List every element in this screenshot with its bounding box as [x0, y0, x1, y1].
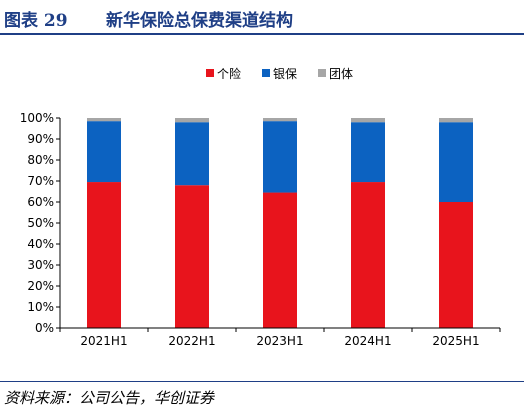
bar-segment	[263, 118, 297, 122]
bar-segment	[175, 185, 209, 328]
source-note: 资料来源：公司公告，华创证券	[4, 389, 215, 407]
y-tick-label: 90%	[27, 132, 54, 146]
header-rule	[0, 33, 524, 35]
y-tick-label: 60%	[27, 195, 54, 209]
bar-segment	[439, 202, 473, 328]
y-tick-label: 30%	[27, 258, 54, 272]
x-tick-label: 2024H1	[344, 334, 391, 348]
stacked-bar-chart: 0% 10% 20% 30% 40% 50% 60% 70% 80% 90% 100% 2021H1 2…	[20, 66, 501, 348]
x-tick-label: 2022H1	[168, 334, 215, 348]
bar-segment	[439, 122, 473, 202]
legend-swatch	[262, 69, 270, 77]
y-tick-label: 20%	[27, 279, 54, 293]
y-tick-label: 40%	[27, 237, 54, 251]
bar-segment	[351, 118, 385, 123]
y-tick-label: 50%	[27, 216, 54, 230]
figure-header: 图表 29 新华保险总保费渠道结构	[0, 0, 524, 34]
legend-swatch	[206, 69, 214, 77]
bar-segment	[175, 122, 209, 186]
bar-segment	[175, 118, 209, 123]
bar-segment	[439, 118, 473, 123]
legend-label: 团体	[329, 67, 353, 81]
bar-segment	[87, 182, 121, 328]
y-tick-label: 10%	[27, 300, 54, 314]
legend-label: 个险	[217, 66, 241, 81]
figure-title: 新华保险总保费渠道结构	[106, 11, 293, 31]
bar-segment	[87, 118, 121, 122]
bar-segment	[87, 121, 121, 183]
x-tick-label: 2021H1	[80, 334, 127, 348]
bar-segment	[351, 182, 385, 328]
legend-label: 银保	[273, 67, 297, 81]
bar-segment	[263, 121, 297, 193]
legend-swatch	[318, 69, 326, 77]
y-tick-label: 100%	[20, 111, 54, 125]
x-tick-label: 2023H1	[256, 334, 303, 348]
bar-segment	[263, 192, 297, 328]
figure-label: 图表 29	[4, 11, 68, 31]
y-tick-label: 70%	[27, 174, 54, 188]
y-tick-label: 0%	[35, 321, 54, 335]
x-tick-label: 2025H1	[432, 334, 479, 348]
bar-segment	[351, 122, 385, 183]
footer-rule	[0, 381, 524, 382]
y-tick-label: 80%	[27, 153, 54, 167]
